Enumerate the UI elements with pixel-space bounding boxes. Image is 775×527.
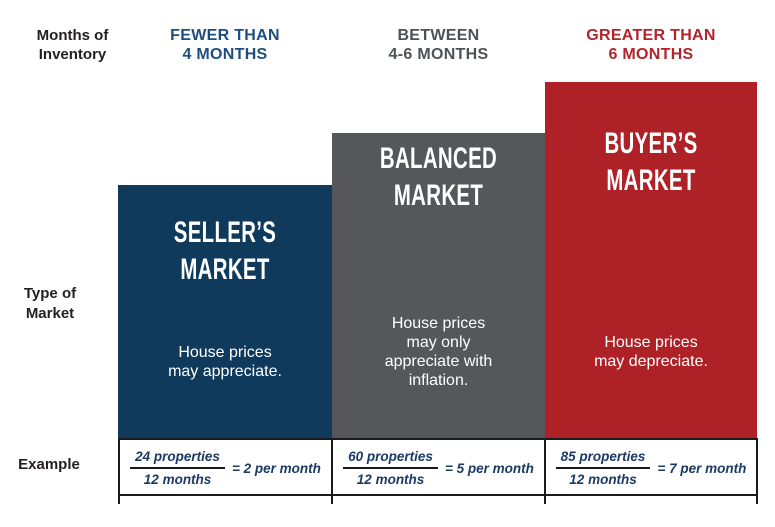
example-cell-buyers: 85 properties 12 months = 7 per month xyxy=(546,444,756,492)
buyers-market-description: House prices may depreciate. xyxy=(594,334,708,370)
sellers-market-title: SELLER’S MARKET xyxy=(173,216,277,286)
rate-per-month: = 5 per month xyxy=(444,460,534,476)
fraction-denominator: 12 months xyxy=(569,472,637,487)
fraction-sellers: 24 properties 12 months xyxy=(130,449,225,487)
example-box-bottom-border xyxy=(118,494,758,496)
fraction-numerator: 60 properties xyxy=(343,449,438,469)
sellers-market-bar: SELLER’S MARKET House prices may appreci… xyxy=(118,185,332,439)
buyers-market-title: BUYER’S MARKET xyxy=(604,127,698,197)
balanced-market-bar: BALANCED MARKET House prices may only ap… xyxy=(332,133,545,439)
sellers-market-description: House prices may appreciate. xyxy=(168,344,282,380)
example-box-left-border xyxy=(118,438,120,504)
row-label-months-of-inventory: Months of Inventory xyxy=(36,27,109,63)
example-box-divider-1 xyxy=(331,438,333,504)
example-box-top-border xyxy=(118,438,758,440)
row-label-type-of-market: Type of Market xyxy=(23,285,77,322)
example-box-divider-2 xyxy=(544,438,546,504)
fraction-balanced: 60 properties 12 months xyxy=(343,449,438,487)
inventory-header-greater-than-6-months: GREATER THAN 6 MONTHS xyxy=(586,27,716,63)
balanced-market-description: House prices may only appreciate with in… xyxy=(384,315,493,389)
inventory-header-fewer-than-4-months: FEWER THAN 4 MONTHS xyxy=(170,27,280,63)
fraction-numerator: 85 properties xyxy=(555,449,651,469)
fraction-numerator: 24 properties xyxy=(130,449,225,469)
fraction-denominator: 12 months xyxy=(356,472,425,487)
rate-per-month: = 2 per month xyxy=(231,460,321,476)
rate-per-month: = 7 per month xyxy=(657,460,747,476)
example-cell-balanced: 60 properties 12 months = 5 per month xyxy=(333,444,544,492)
buyers-market-bar: BUYER’S MARKET House prices may deprecia… xyxy=(545,82,757,439)
example-box-right-border xyxy=(756,438,758,504)
example-cell-sellers: 24 properties 12 months = 2 per month xyxy=(120,444,331,492)
fraction-denominator: 12 months xyxy=(143,472,212,487)
fraction-buyers: 85 properties 12 months xyxy=(555,449,651,487)
inventory-header-between-4-6-months: BETWEEN 4-6 MONTHS xyxy=(388,27,489,63)
row-label-example: Example xyxy=(18,456,80,473)
balanced-market-title: BALANCED MARKET xyxy=(379,142,498,212)
